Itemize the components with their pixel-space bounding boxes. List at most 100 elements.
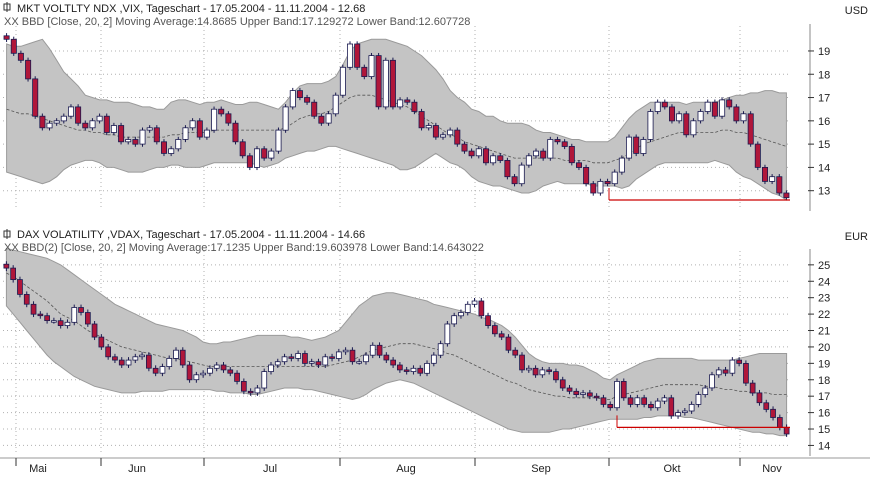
bottom-candle [430,352,437,367]
bottom-candle-body [3,263,10,269]
bottom-candle-body [668,397,675,417]
top-candle-body [10,38,17,54]
top-candle [153,125,160,145]
top-candle [268,148,275,161]
bottom-candle-body [410,367,417,372]
bottom-candle [281,353,288,365]
bottom-candle-body [44,315,51,322]
top-candle-body [239,141,246,157]
bottom-candle [580,389,586,398]
top-y-tick-label: 17 [818,93,830,105]
bottom-candle-body [281,356,288,363]
bottom-y-tick-label: 17 [818,391,830,403]
top-candle [490,153,497,166]
top-candle [10,36,17,56]
top-candle-body [647,111,654,140]
bottom-candle [342,347,349,355]
bottom-candle-body [485,315,491,327]
bottom-candle-body [64,321,71,326]
bottom-candle [770,406,776,421]
top-candle [346,41,353,70]
top-candle [597,178,604,196]
bottom-candle [749,380,756,396]
top-candle-body [533,150,540,157]
bottom-candle-body [132,356,139,361]
top-candle-body [611,171,618,185]
top-candle-body [110,125,117,133]
top-panel-currency: USD [845,5,868,17]
bottom-candle [247,388,254,396]
bottom-candle-body [37,313,44,317]
bottom-candle [763,399,770,413]
top-candle [454,127,461,147]
top-candle-body [203,129,210,138]
top-candle-body [554,139,561,143]
bottom-candle-body [118,359,125,366]
top-candle-body [218,108,225,115]
top-candle-body [296,90,303,98]
bottom-candle [634,394,641,408]
top-candle-body [232,122,239,143]
top-candle-body [733,106,740,122]
bottom-candle-body [444,323,451,345]
top-candle-body [196,120,203,138]
top-candle [389,57,396,110]
top-candle [253,146,260,171]
bottom-candle-body [559,379,566,389]
top-candle [361,64,368,80]
top-candle [576,160,583,171]
top-candle-body [339,66,346,96]
bottom-candle-body [234,372,240,382]
bottom-candle [105,343,111,360]
top-candle [232,120,239,145]
bottom-candle [478,298,485,319]
bottom-candle [112,353,118,364]
bottom-candle [566,385,573,395]
top-y-tick-label: 19 [818,46,830,58]
top-candle [296,87,303,101]
bottom-panel-support-line [616,415,790,428]
top-panel-y-axis: 13 14 15 16 17 18 19 [808,24,830,211]
top-candle-body [425,125,432,129]
top-candle [110,122,117,136]
top-candle [354,41,361,70]
top-candle [719,97,726,119]
top-candle-body [39,115,46,129]
top-candle-body [583,166,590,185]
bottom-candle [78,304,84,316]
top-candle-body [762,166,769,182]
top-candle-body [361,66,368,78]
bottom-candle-body [573,390,580,395]
top-candle [554,136,561,145]
bottom-candle [37,311,44,319]
bottom-candle-body [695,394,702,405]
bottom-candle [410,365,417,375]
bottom-candle-body [71,307,78,323]
top-candle-body [461,143,468,152]
bottom-candle-body [430,354,437,364]
bottom-candle-body [661,397,668,402]
bottom-candle [369,342,376,359]
bottom-candle [322,353,329,368]
bottom-candle-body [770,408,776,418]
bottom-candle-body [220,364,227,371]
bottom-candle-body [152,367,159,374]
bottom-candle-body [356,361,363,364]
bottom-candle-body [329,356,335,359]
x-axis: Mai Jun Jul Aug Sep Okt Nov [0,457,870,475]
bottom-panel-icon [3,229,11,239]
bottom-candle [57,317,64,329]
top-panel-header: MKT VOLTLTY NDX ,VIX, Tageschart - 17.05… [3,2,868,28]
top-candle-body [475,148,482,157]
bottom-candle [444,320,451,347]
bottom-candle-body [261,371,268,389]
bottom-candle [288,353,295,362]
top-candle-body [719,99,726,117]
top-candle [690,118,697,138]
top-candle-body [740,113,747,122]
bottom-candle-body [10,267,16,281]
top-candle [339,64,346,98]
top-candle [525,153,532,168]
top-candle-body [597,180,604,194]
x-tick-label: Mai [29,463,47,475]
